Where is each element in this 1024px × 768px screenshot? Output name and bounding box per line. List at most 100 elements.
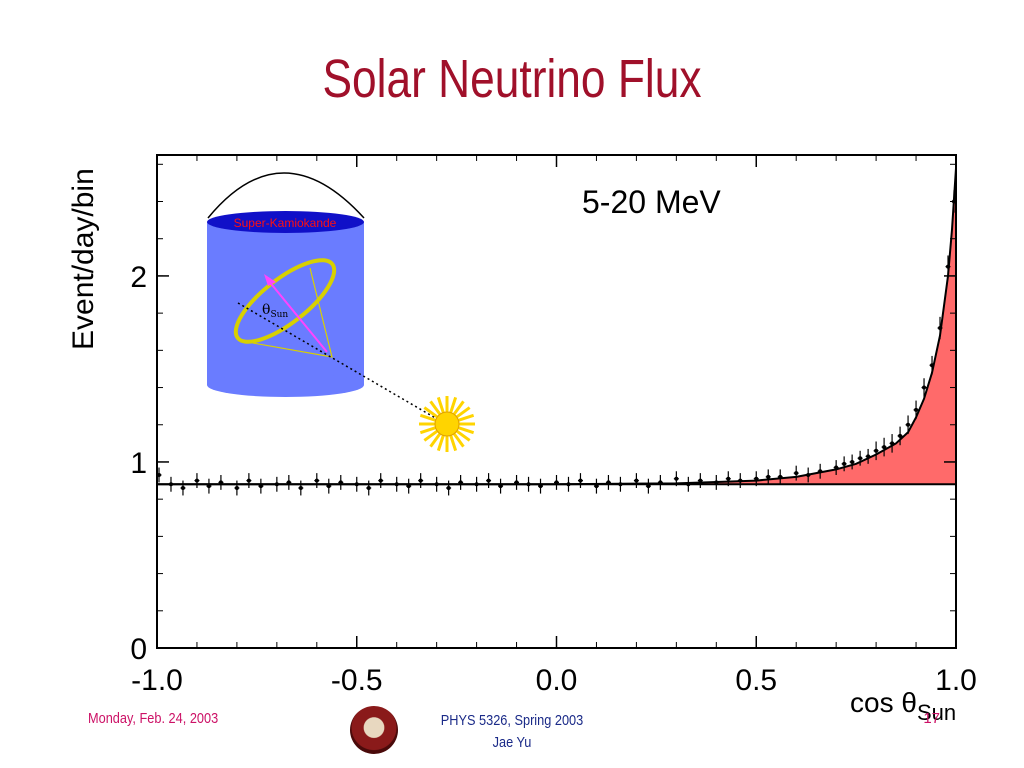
footer-author: Jae Yu — [492, 734, 532, 751]
detector-cylinder — [207, 222, 364, 385]
theta-sun-label: θSun — [262, 302, 288, 320]
data-point — [685, 476, 691, 492]
data-point — [889, 434, 895, 453]
data-point — [258, 478, 264, 494]
data-point — [857, 450, 863, 466]
data-point — [326, 478, 332, 494]
data-point — [298, 480, 304, 496]
x-axis-label-main: cos θ — [850, 687, 917, 718]
neutrino-direction-arrow — [267, 279, 328, 353]
energy-range-annotation: 5-20 MeV — [582, 184, 721, 220]
sun-icon — [419, 396, 475, 452]
data-point — [793, 465, 799, 481]
data-point — [737, 473, 743, 489]
data-point — [514, 474, 520, 490]
data-point — [406, 478, 412, 494]
y-tick-label: 1 — [130, 447, 147, 480]
data-point — [246, 473, 252, 489]
data-point — [605, 474, 611, 490]
data-point — [673, 471, 679, 487]
data-point — [725, 471, 731, 487]
data-point — [913, 400, 919, 420]
data-point — [474, 476, 480, 492]
footer-date: Monday, Feb. 24, 2003 — [88, 710, 219, 727]
data-point — [617, 476, 623, 492]
data-point — [498, 478, 504, 494]
x-tick-label: -0.5 — [331, 664, 383, 697]
detector-top — [207, 211, 364, 233]
x-tick-label: 0.0 — [536, 664, 578, 697]
data-point — [378, 473, 384, 489]
signal-excess-fill — [676, 168, 956, 485]
data-point — [873, 441, 879, 461]
cherenkov-cone — [252, 267, 333, 358]
x-tick-label: 0.5 — [735, 664, 777, 697]
detector-inset: Super-Kamiokande θSun — [207, 172, 475, 452]
data-point — [817, 463, 823, 479]
data-point — [156, 467, 162, 483]
data-point — [697, 473, 703, 489]
detector-dome — [207, 172, 365, 219]
data-point — [314, 473, 320, 489]
data-point — [777, 469, 783, 485]
data-point — [434, 476, 440, 492]
x-tick-label: 1.0 — [935, 664, 977, 697]
data-point — [194, 473, 200, 489]
data-point — [713, 474, 719, 490]
data-point — [577, 473, 583, 489]
data-point — [274, 476, 280, 492]
data-point — [951, 190, 957, 213]
data-point — [833, 460, 839, 475]
data-point — [645, 478, 651, 494]
data-point — [657, 474, 663, 490]
x-axis-label-sub: Sun — [917, 700, 956, 725]
data-point — [446, 480, 452, 496]
university-seal-icon — [350, 706, 398, 754]
data-point — [805, 467, 811, 483]
data-point — [218, 474, 224, 490]
data-point — [486, 473, 492, 489]
footer-course: PHYS 5326, Spring 2003 Jae Yu — [410, 710, 614, 754]
data-point — [366, 480, 372, 496]
data-point — [565, 476, 571, 492]
y-tick-label: 0 — [130, 633, 147, 666]
y-axis-label: Event/day/bin — [67, 168, 100, 350]
data-point — [418, 473, 424, 489]
data-point — [554, 474, 559, 490]
data-point — [905, 415, 911, 435]
data-point — [865, 448, 871, 464]
data-point — [881, 437, 887, 457]
detector-bottom — [207, 373, 364, 397]
data-point — [180, 480, 186, 496]
x-tick-label: -1.0 — [131, 664, 183, 697]
data-point — [945, 255, 951, 278]
data-point — [849, 454, 855, 470]
data-point — [841, 456, 847, 472]
data-point — [354, 476, 360, 492]
footer-page-number: 17 — [923, 710, 940, 727]
data-point — [206, 478, 212, 494]
data-point — [929, 355, 935, 375]
detector-label: Super-Kamiokande — [234, 216, 337, 230]
data-point — [921, 378, 927, 397]
arrow-head-icon — [264, 274, 276, 286]
data-point — [526, 476, 532, 492]
data-point — [168, 476, 174, 492]
y-tick-label: 2 — [130, 261, 147, 294]
data-point — [394, 476, 400, 492]
data-point — [338, 474, 344, 490]
data-point — [593, 478, 599, 494]
fit-curve — [157, 167, 957, 486]
data-point — [753, 471, 759, 487]
data-point — [937, 316, 943, 340]
data-point — [286, 474, 292, 490]
data-point — [538, 478, 544, 494]
data-point — [765, 469, 771, 485]
data-point — [234, 480, 240, 496]
slide-title: Solar Neutrino Flux — [322, 49, 702, 109]
data-point — [897, 426, 903, 446]
data-point — [458, 474, 464, 490]
x-axis-label: cos θSun — [850, 687, 956, 725]
data-point — [633, 473, 639, 489]
